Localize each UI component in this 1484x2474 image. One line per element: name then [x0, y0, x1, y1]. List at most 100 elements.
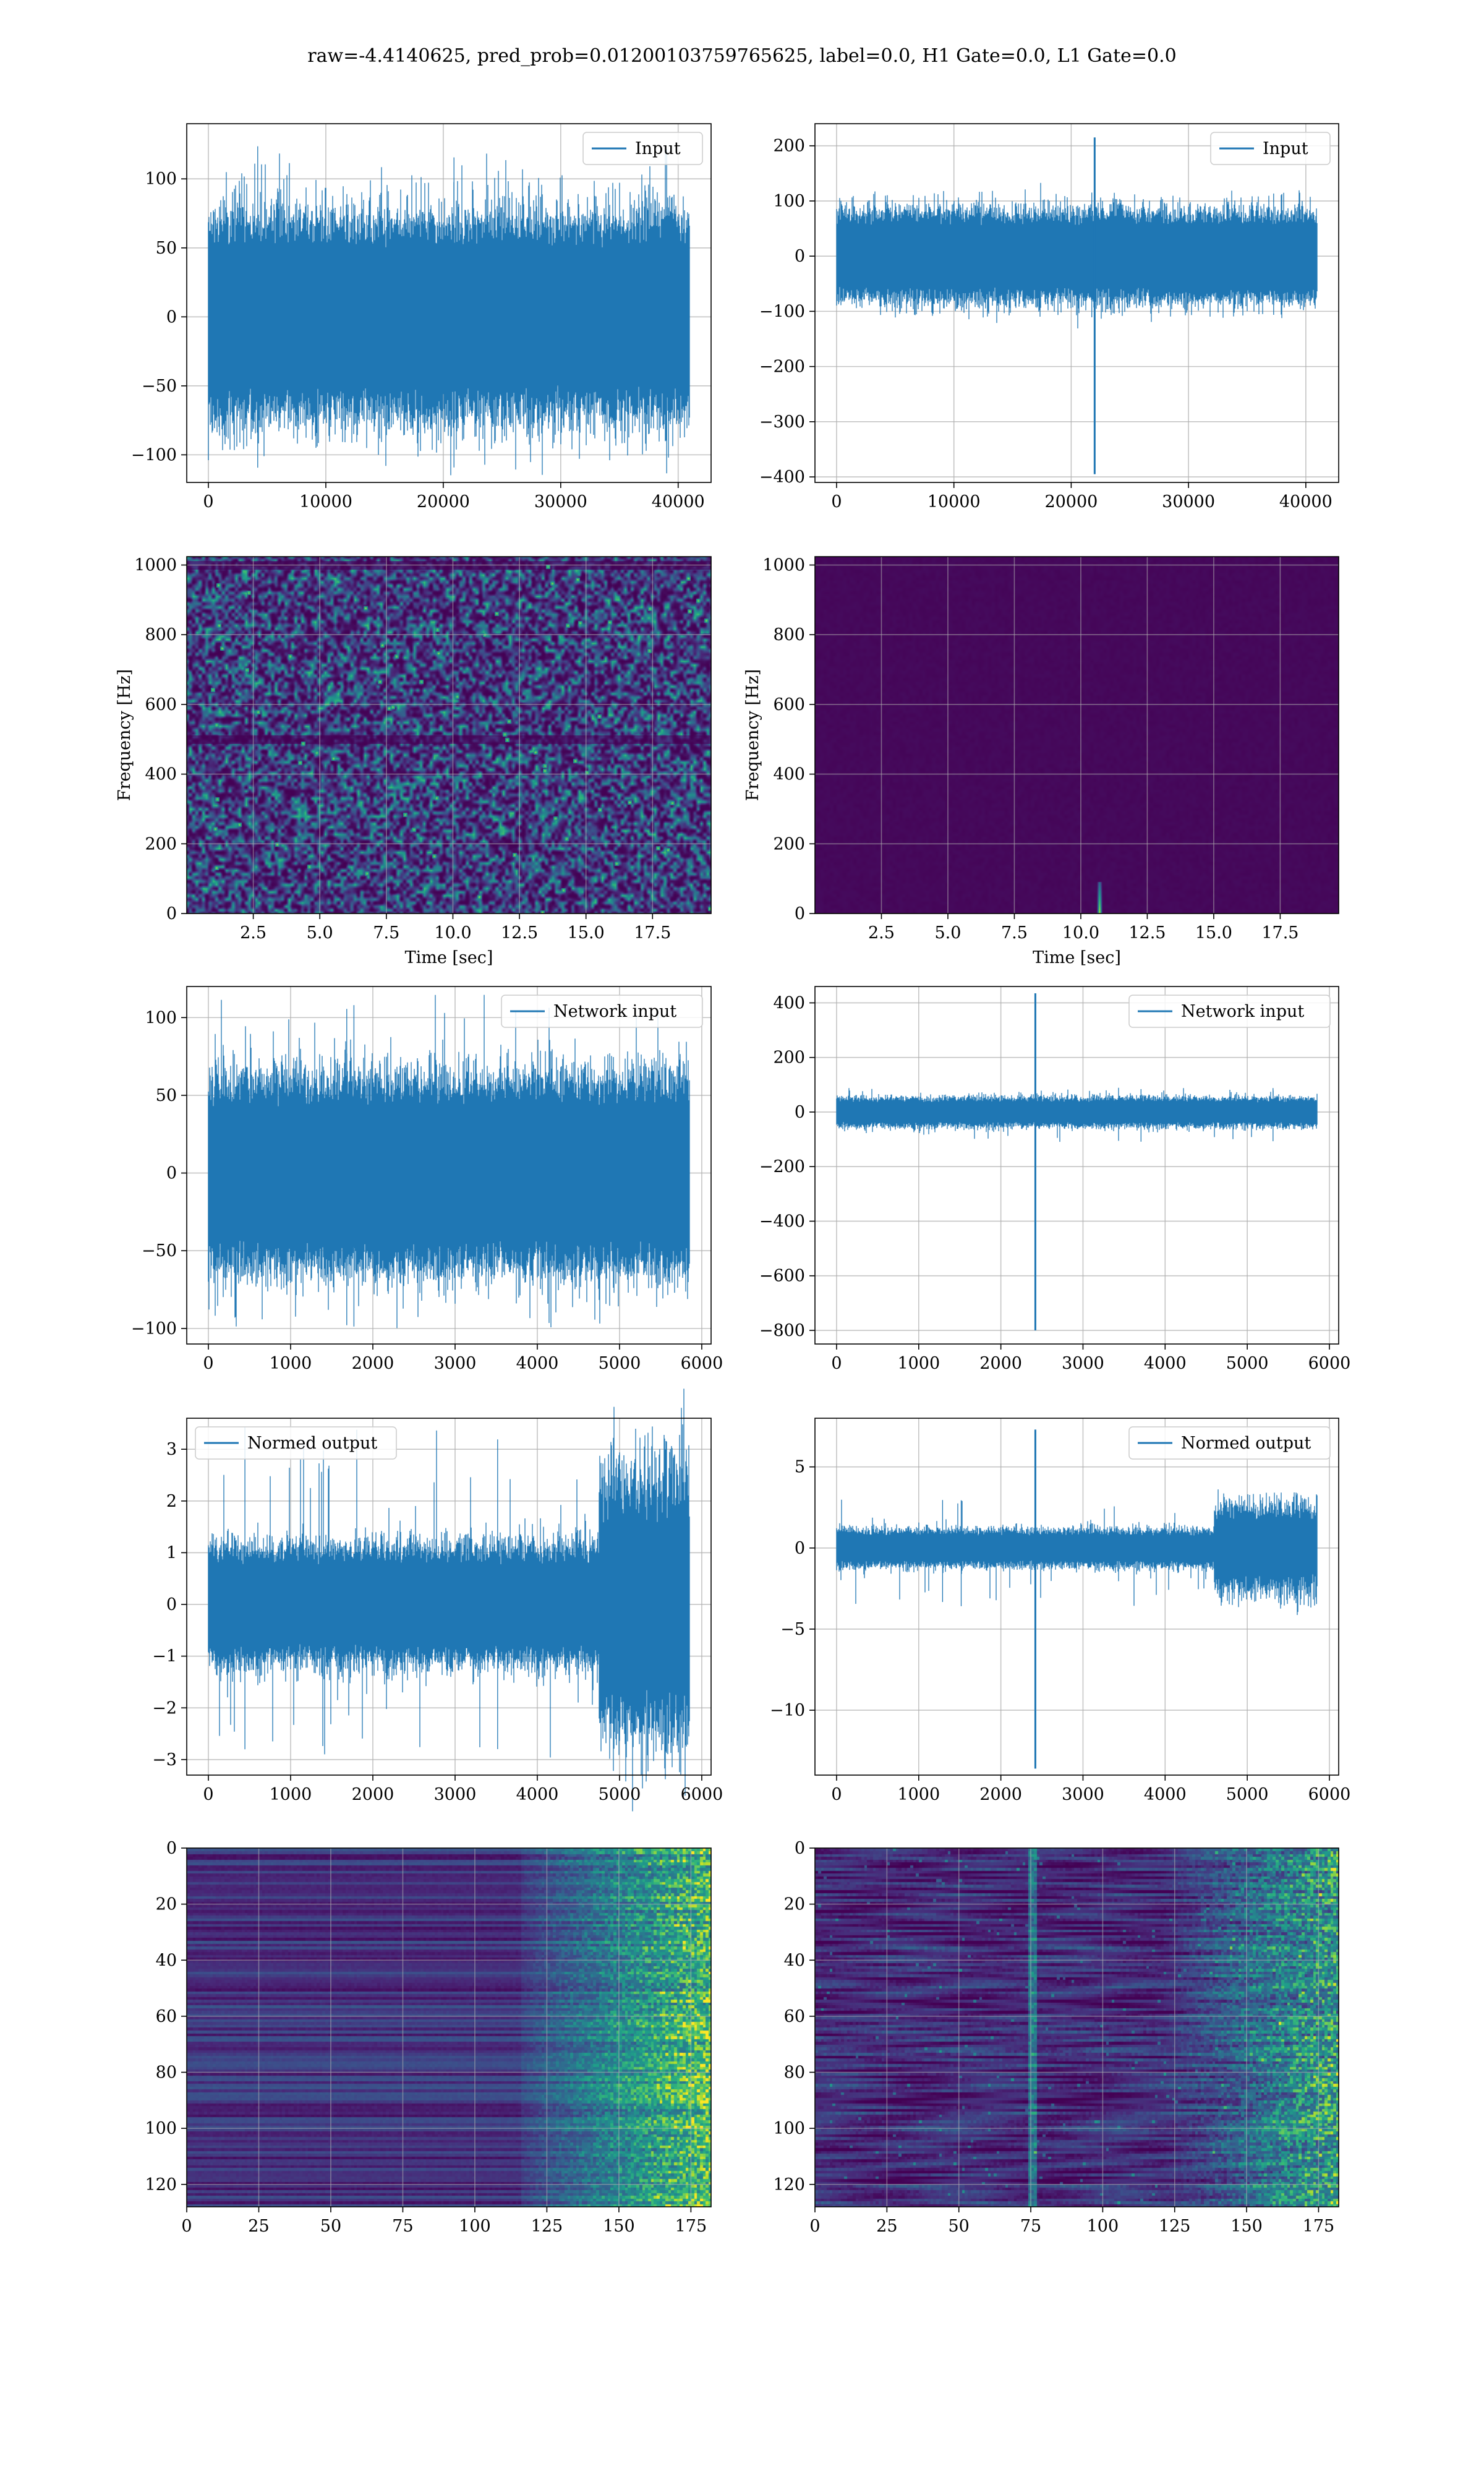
network-input-left-ytick-label: 0 [166, 1164, 177, 1183]
feature-map-right-ytick-label: 40 [784, 1951, 805, 1970]
normed-output-right-xtick-label: 5000 [1226, 1785, 1269, 1804]
feature-map-left-xtick-label: 0 [181, 2217, 192, 2236]
spectrogram-left-ylabel: Frequency [Hz] [115, 669, 134, 801]
spectrogram-left-ytick-label: 200 [145, 834, 177, 854]
network-input-right-xtick-label: 5000 [1226, 1354, 1269, 1373]
network-input-right-xtick-label: 3000 [1062, 1354, 1104, 1373]
network-input-left-ytick-label: −50 [142, 1241, 177, 1261]
input-right-panel: 0 10000 20000 30000 40000 200 100 0 −100 −200 −300… [759, 123, 1339, 511]
spectrogram-left-xtick-label: 15.0 [568, 923, 605, 943]
spectrogram-left-xtick-label: 5.0 [307, 923, 333, 943]
normed-output-left-xtick-label: 6000 [681, 1785, 723, 1804]
network-input-left-xtick-label: 4000 [516, 1354, 559, 1373]
normed-output-left-ytick-label: 0 [166, 1595, 177, 1614]
feature-map-left-ytick-label: 60 [156, 2007, 177, 2026]
feature-map-right-xtick-label: 25 [876, 2217, 897, 2236]
input-left-xtick-label: 40000 [652, 492, 705, 511]
network-input-right-ytick-label: 0 [795, 1103, 805, 1122]
network-input-left-xtick-label: 0 [203, 1354, 213, 1373]
normed-output-left-legend-box [195, 1426, 397, 1460]
network-input-right-xtick-label: 6000 [1308, 1354, 1351, 1373]
feature-map-right-xtick-label: 0 [809, 2217, 820, 2236]
spectrogram-right-xtick-label: 15.0 [1195, 923, 1232, 943]
normed-output-left-ytick-label: 3 [166, 1440, 177, 1459]
feature-map-left-xtick-label: 100 [459, 2217, 491, 2236]
normed-output-left-xtick-label: 1000 [270, 1785, 312, 1804]
feature-map-left-ytick-label: 100 [145, 2119, 177, 2138]
normed-output-left-xtick-label: 4000 [516, 1785, 559, 1804]
spectrogram-right-xlabel: Time [sec] [1033, 948, 1121, 967]
feature-map-right-xtick-label: 75 [1020, 2217, 1041, 2236]
network-input-right-series-line [836, 1087, 1318, 1142]
feature-map-left-ytick-label: 0 [166, 1839, 177, 1858]
input-left-xtick-label: 10000 [299, 492, 352, 511]
input-right-xtick-label: 40000 [1279, 492, 1333, 511]
feature-map-left-panel: 0 25 50 75 100 125 150 175 0 20 40 60 80 100 120 [145, 1839, 712, 2236]
input-left-axes-frame [186, 123, 712, 483]
input-left-xtick-label: 20000 [417, 492, 470, 511]
spectrogram-left-xtick-label: 2.5 [240, 923, 267, 943]
input-right-ytick-label: 0 [795, 247, 805, 266]
normed-output-left-ytick-label: 1 [166, 1543, 177, 1562]
input-right-xtick-label: 10000 [927, 492, 981, 511]
network-input-right-ytick-label: 400 [773, 993, 805, 1012]
feature-map-right-ytick-label: 20 [784, 1895, 805, 1914]
network-input-left-xtick-label: 5000 [599, 1354, 641, 1373]
spectrogram-right-xtick-label: 12.5 [1128, 923, 1166, 943]
feature-map-right-xtick-label: 100 [1087, 2217, 1119, 2236]
normed-output-left-xtick-label: 5000 [599, 1785, 641, 1804]
network-input-left-ytick-label: 50 [156, 1086, 177, 1105]
spectrogram-right-xtick-label: 2.5 [868, 923, 895, 943]
network-input-left-xtick-label: 2000 [352, 1354, 394, 1373]
input-right-legend-box [1210, 132, 1331, 165]
feature-map-right-ytick-label: 80 [784, 2063, 805, 2082]
spectrogram-left-xtick-label: 12.5 [501, 923, 538, 943]
normed-output-left-panel: 0 1000 2000 3000 4000 5000 6000 3 2 1 0 −1 −2 −3 Norme… [152, 1389, 723, 1812]
spectrogram-right-xtick-label: 5.0 [934, 923, 961, 943]
normed-output-right-xtick-label: 1000 [897, 1785, 940, 1804]
spectrogram-left-xlabel: Time [sec] [405, 948, 493, 967]
feature-map-left-ytick-label: 20 [156, 1895, 177, 1914]
input-left-xtick-label: 0 [203, 492, 213, 511]
feature-map-right-ytick-label: 0 [795, 1839, 805, 1858]
feature-map-right-ytick-label: 120 [773, 2175, 805, 2194]
input-left-ytick-label: 0 [166, 307, 177, 327]
input-right-series-line [836, 182, 1318, 328]
network-input-right-ytick-label: −200 [759, 1157, 805, 1176]
input-left-series-line [208, 146, 690, 476]
spectrogram-left-xtick-label: 7.5 [373, 923, 399, 943]
spectrogram-right-ytick-label: 800 [773, 625, 805, 644]
spectrogram-left-ytick-label: 0 [166, 904, 177, 923]
spectrogram-right-ytick-label: 200 [773, 834, 805, 854]
feature-map-right-xtick-label: 50 [949, 2217, 970, 2236]
normed-output-right-ytick-label: −5 [780, 1620, 805, 1639]
normed-output-left-xtick-label: 0 [203, 1785, 213, 1804]
normed-output-left-axes-frame [186, 1418, 712, 1776]
feature-map-left-ytick-label: 120 [145, 2175, 177, 2194]
normed-output-left-legend-label: Normed output [247, 1434, 377, 1453]
network-input-left-legend-box [501, 995, 703, 1028]
spectrogram-left-ytick-label: 600 [145, 695, 177, 714]
input-right-axes-frame [814, 123, 1339, 483]
spectrogram-right-axes-frame [814, 556, 1339, 914]
input-left-ytick-label: 50 [156, 239, 177, 258]
input-right-ytick-label: −400 [759, 468, 805, 487]
normed-output-right-ytick-label: −10 [770, 1701, 805, 1720]
network-input-right-legend: Network input [1128, 995, 1331, 1028]
input-right-xtick-label: 30000 [1162, 492, 1215, 511]
feature-map-right-heatmap-image [815, 1848, 1339, 2207]
network-input-right-xtick-label: 4000 [1144, 1354, 1187, 1373]
network-input-left-ytick-label: −100 [131, 1319, 177, 1338]
normed-output-right-legend-box [1128, 1426, 1331, 1460]
input-right-ytick-label: 200 [773, 137, 805, 156]
network-input-right-ytick-label: −600 [759, 1267, 805, 1286]
network-input-left-axes-frame [186, 986, 712, 1345]
feature-map-right-ytick-label: 100 [773, 2119, 805, 2138]
normed-output-right-xtick-label: 4000 [1144, 1785, 1187, 1804]
feature-map-left-axes-frame [186, 1847, 712, 2207]
normed-output-right-xtick-label: 0 [831, 1785, 842, 1804]
normed-output-right-legend: Normed output [1128, 1426, 1331, 1460]
normed-output-left-xtick-label: 3000 [434, 1785, 477, 1804]
normed-output-right-xtick-label: 6000 [1308, 1785, 1351, 1804]
